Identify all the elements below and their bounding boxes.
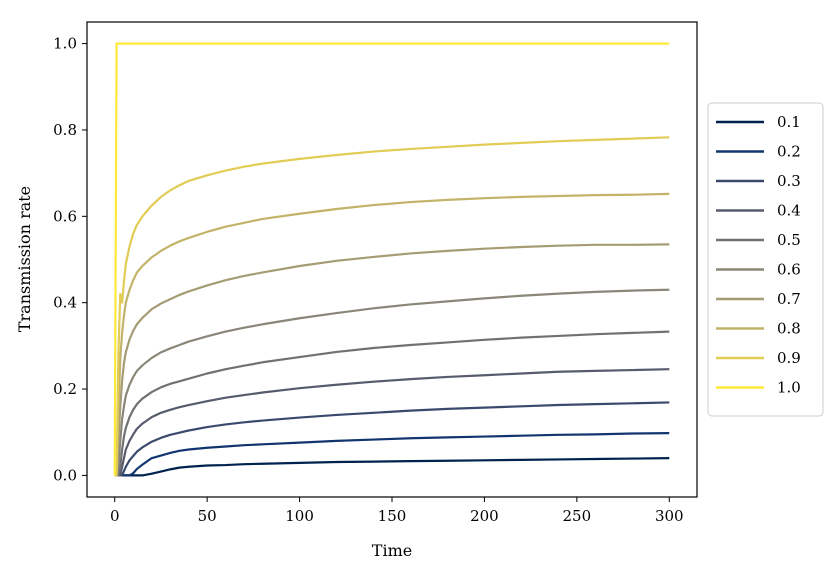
plot-frame [86,21,698,498]
x-tick-label: 0 [110,507,120,525]
y-tick-label: 1.0 [53,35,77,53]
y-tick-label: 0.6 [53,207,77,225]
series-lines [113,42,670,477]
series-line-7 [114,243,670,477]
series-line-9 [114,136,670,477]
legend-box [707,102,824,417]
x-axis-label: Time [372,541,412,560]
series-line-2 [114,431,670,477]
series-line-5 [114,330,670,477]
legend-label-3: 0.3 [777,172,801,190]
series-line-1 [114,457,670,477]
x-tick-label: 250 [563,507,592,525]
x-tick-label: 100 [285,507,314,525]
legend-label-1: 0.1 [777,113,801,131]
x-tick-label: 50 [198,507,217,525]
x-tick-label: 300 [655,507,684,525]
y-tick-label: 0.0 [53,466,77,484]
legend: 0.1 0.2 0.3 0.4 0.5 0.6 0.7 0.8 0.9 1.0 [707,102,824,417]
y-tick-label: 0.8 [53,121,77,139]
y-axis-label: Transmission rate [15,186,34,332]
series-line-4 [114,368,670,477]
legend-label-10: 1.0 [777,379,801,397]
legend-label-6: 0.6 [777,261,801,279]
y-axis-ticks: 0.0 0.2 0.4 0.6 0.8 1.0 [53,35,87,484]
x-tick-label: 200 [470,507,499,525]
legend-label-5: 0.5 [777,231,801,249]
series-line-6 [114,288,670,477]
y-tick-label: 0.4 [53,294,77,312]
y-tick-label: 0.2 [53,380,77,398]
legend-label-2: 0.2 [777,143,801,161]
series-line-10 [113,42,670,476]
series-line-8 [114,192,670,477]
legend-label-4: 0.4 [777,202,801,220]
legend-label-8: 0.8 [777,320,801,338]
x-tick-label: 150 [378,507,407,525]
series-line-3 [114,401,670,477]
legend-label-9: 0.9 [777,349,801,367]
legend-label-7: 0.7 [777,290,801,308]
x-axis-ticks: 0 50 100 150 200 250 300 [110,497,684,525]
